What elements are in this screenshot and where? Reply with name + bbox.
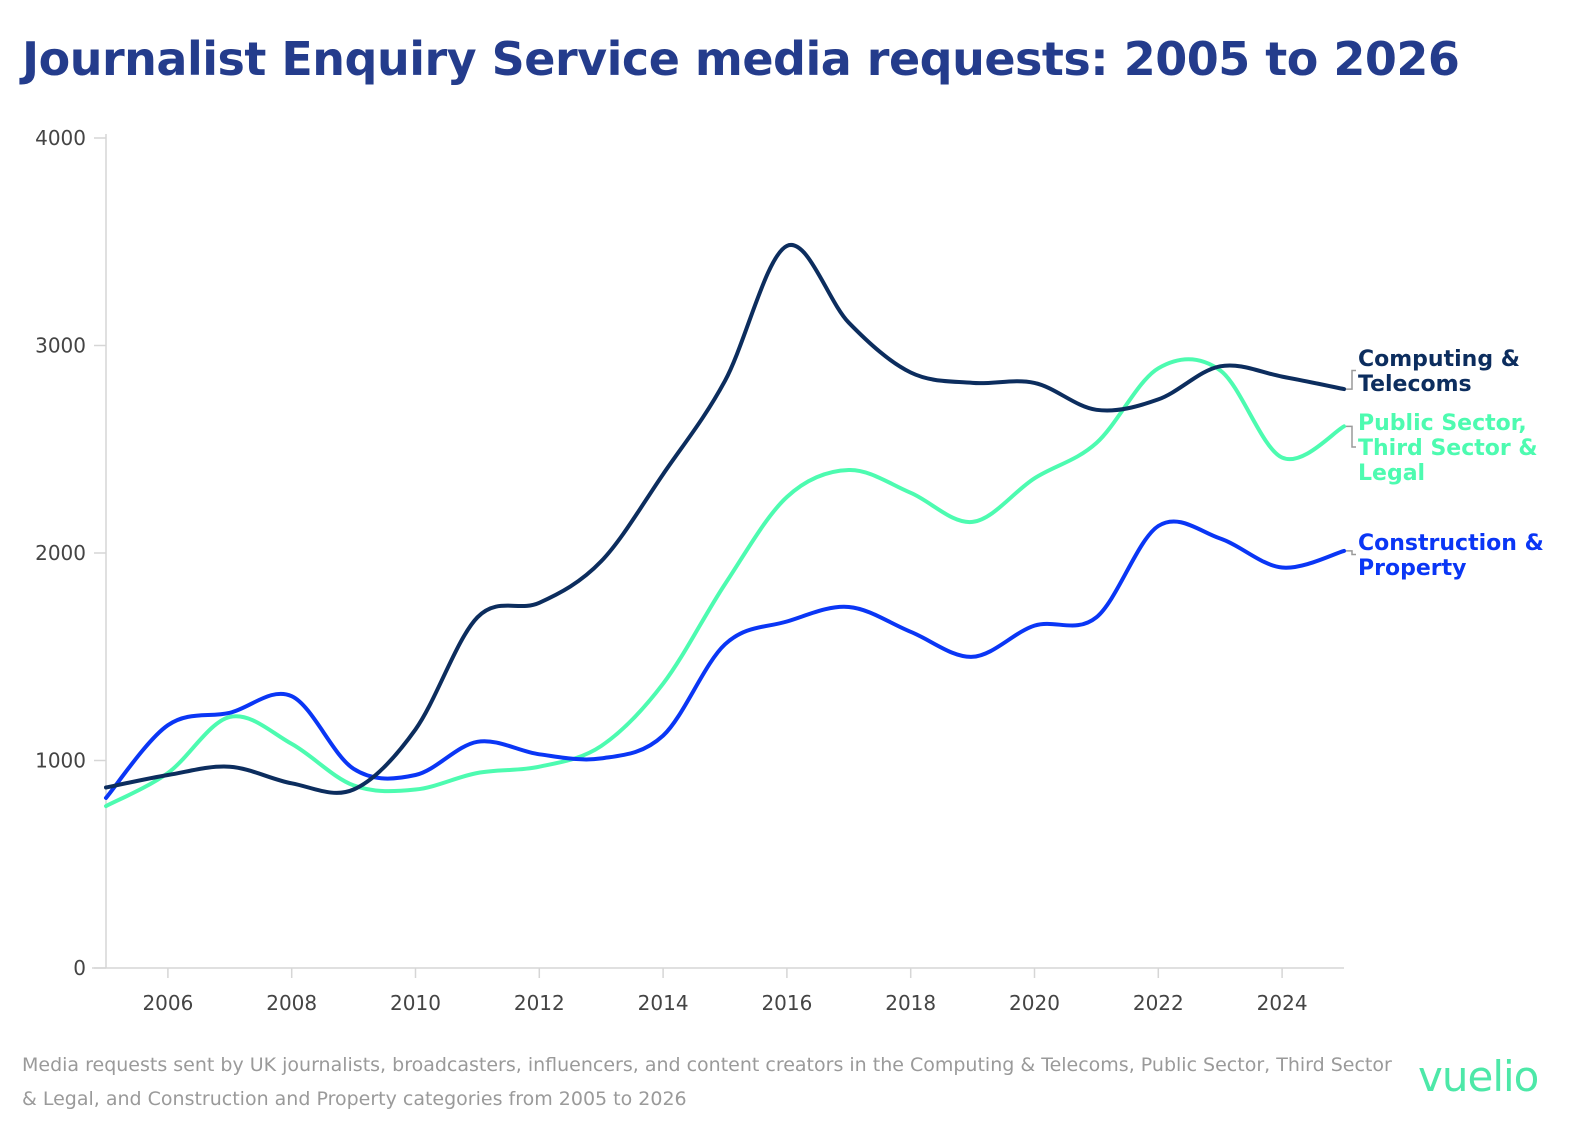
- chart-axes: 0 1000 2000 3000 4000 2006 2008 2010 2012 2014 201…: [35, 126, 1344, 1015]
- x-tick-label: 2008: [266, 991, 317, 1015]
- series-label-computing-telecoms: Telecoms: [1358, 372, 1472, 397]
- y-tick-label: 4000: [35, 126, 86, 150]
- y-tick-label: 0: [73, 956, 86, 980]
- y-tick-label: 3000: [35, 334, 86, 358]
- x-tick-label: 2024: [1257, 991, 1308, 1015]
- x-tick-label: 2010: [390, 991, 441, 1015]
- series-line-construction-property: [104, 519, 1346, 800]
- series-label-construction-property: Property: [1358, 556, 1466, 581]
- x-tick-label: 2014: [638, 991, 689, 1015]
- chart-footnote: Media requests sent by UK journalists, b…: [22, 1054, 1392, 1110]
- x-tick-label: 2006: [142, 991, 193, 1015]
- x-tick-label: 2012: [514, 991, 565, 1015]
- vuelio-logo: vuelio: [1418, 1052, 1539, 1101]
- x-tick-label: 2018: [885, 991, 936, 1015]
- label-connector: [1346, 550, 1356, 556]
- series-labels: Computing &Telecoms Public Sector,Third S…: [1346, 347, 1544, 581]
- y-tick-label: 2000: [35, 541, 86, 565]
- chart-title: Journalist Enquiry Service media request…: [22, 32, 1460, 86]
- y-tick-label: 1000: [35, 749, 86, 773]
- series-label-construction-property: Construction &: [1358, 531, 1544, 556]
- x-tick-label: 2020: [1009, 991, 1060, 1015]
- x-tick-label: 2016: [761, 991, 812, 1015]
- label-connector: [1346, 425, 1356, 448]
- x-tick-label: 2022: [1133, 991, 1184, 1015]
- line-chart: 0 1000 2000 3000 4000 2006 2008 2010 2012 2014 201…: [35, 126, 1544, 1015]
- series-line-computing-telecoms: [104, 243, 1346, 795]
- series-label-public-sector-third-sector-legal: Third Sector &: [1358, 436, 1538, 461]
- label-connector: [1346, 369, 1356, 390]
- series-label-computing-telecoms: Computing &: [1358, 347, 1520, 372]
- series-label-public-sector-third-sector-legal: Legal: [1358, 461, 1425, 486]
- series-label-public-sector-third-sector-legal: Public Sector,: [1358, 411, 1527, 436]
- series-line-public-sector-third-sector-legal: [104, 357, 1346, 809]
- chart-series: [104, 243, 1346, 809]
